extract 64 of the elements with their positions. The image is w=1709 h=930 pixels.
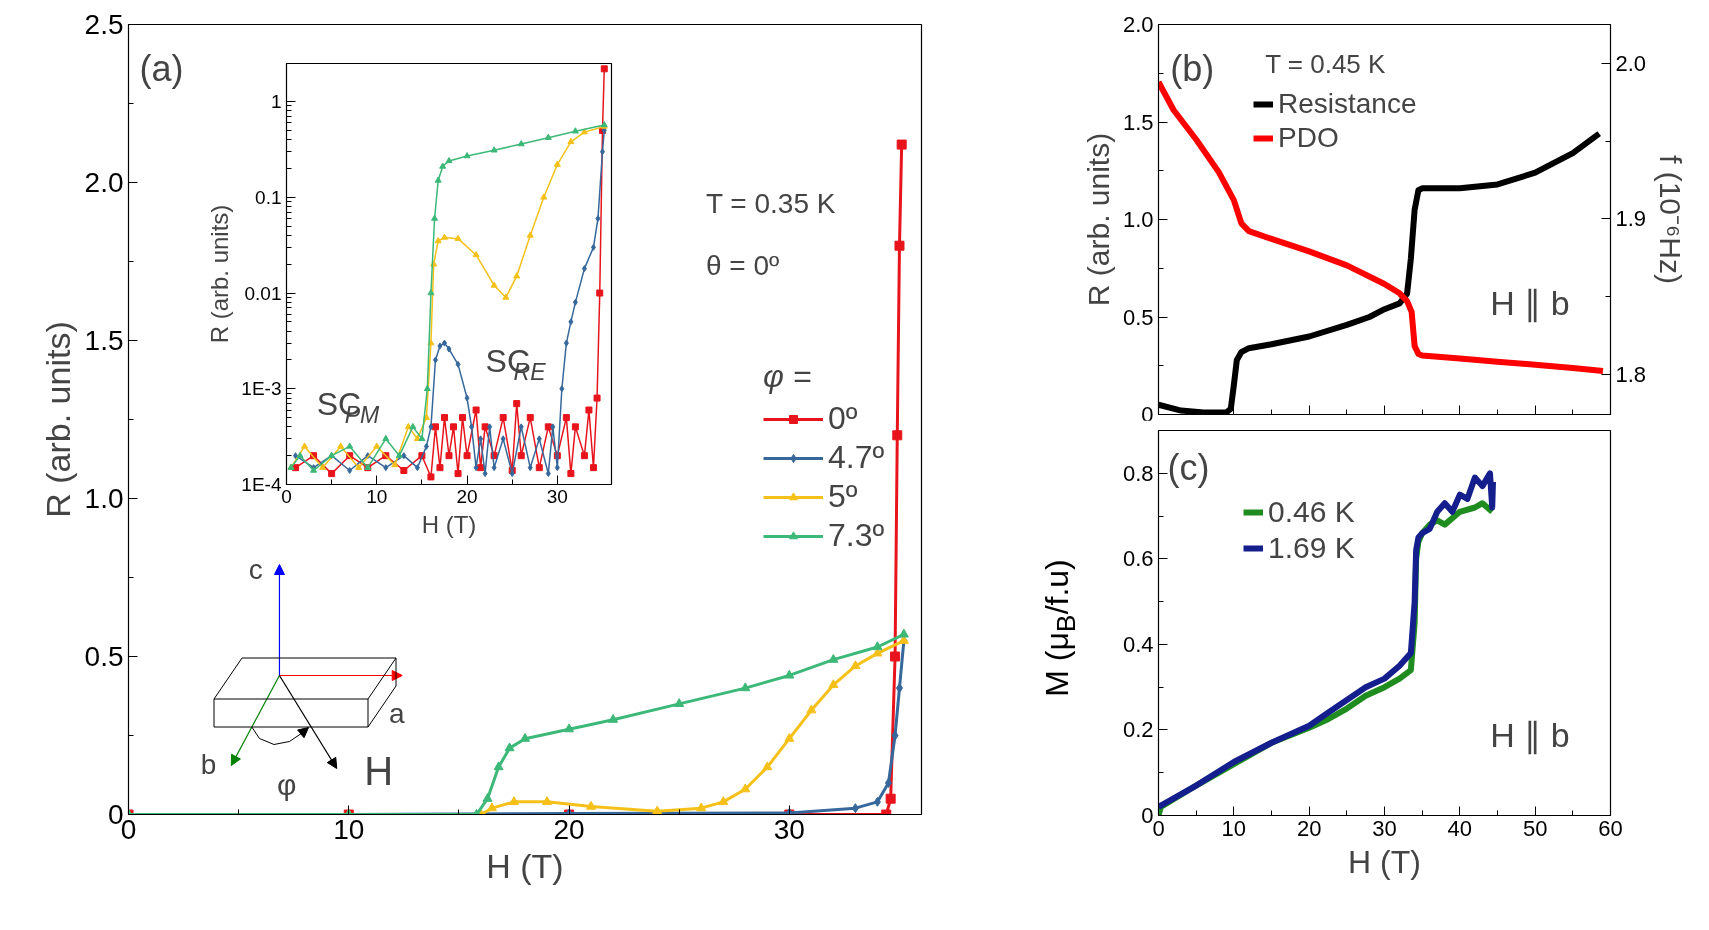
legend-label: 5º <box>828 478 858 515</box>
y2-axis-title: f (10⁻⁶Hz) <box>1654 154 1688 285</box>
y2-tick-label: 1.8 <box>1615 361 1647 387</box>
annotation: H <box>364 748 394 793</box>
y-axis-title: R (arb. units) <box>1081 132 1115 307</box>
x-tick-label: 40 <box>1447 815 1473 841</box>
legend-label: 1.69 K <box>1268 531 1355 565</box>
y-tick-label: 0.4 <box>1122 631 1154 657</box>
x-tick-label: 60 <box>1598 815 1623 841</box>
legend-label: 0.46 K <box>1268 495 1355 529</box>
x-tick-label: 50 <box>1522 815 1548 841</box>
x-axis-title: H (T) <box>486 846 564 885</box>
x-tick-label: 30 <box>1372 815 1397 841</box>
y-tick-label: 2.0 <box>1122 12 1154 37</box>
y2-tick-label: 1.9 <box>1615 206 1647 232</box>
annotation: H ∥ b <box>1490 715 1570 755</box>
x-axis-title: H (T) <box>421 510 477 538</box>
annotation: c <box>248 554 263 585</box>
y-tick-label: 0.8 <box>1122 460 1154 486</box>
y-tick-label: 1.0 <box>84 483 124 514</box>
x-tick-label: 10 <box>1221 815 1247 841</box>
y-tick-label: 2.5 <box>84 9 124 40</box>
legend-label: PDO <box>1278 122 1339 154</box>
annotation: (c) <box>1167 447 1210 488</box>
x-tick-label: 10 <box>333 813 365 845</box>
legend-label: 0º <box>828 400 858 437</box>
x-tick-label: 20 <box>553 813 585 845</box>
x-tick-label: 30 <box>773 813 805 845</box>
y2-tick-label: 2.0 <box>1615 50 1647 76</box>
annotation: b <box>200 749 217 780</box>
x-tick-label: 20 <box>1296 815 1322 841</box>
y-tick-label: 1.5 <box>84 325 124 356</box>
y-axis-title: R (arb. units) <box>38 321 77 518</box>
y-tick-label: 1.5 <box>1122 109 1154 135</box>
y-tick-label: 0.2 <box>1122 717 1154 743</box>
annotation: a <box>388 698 405 729</box>
x-tick-label: 10 <box>366 485 388 507</box>
y-tick-label: 1E-4 <box>241 474 282 495</box>
annotation: SCPM <box>316 385 381 428</box>
y-tick-label: 0.1 <box>255 186 282 208</box>
annotation: T = 0.45 K <box>1265 48 1387 79</box>
y-tick-label: 2.0 <box>84 167 124 198</box>
annotation: T = 0.35 K <box>705 188 836 219</box>
x-axis-title: H (T) <box>1348 843 1421 880</box>
annotation: SCRE <box>485 342 547 385</box>
legend-label: 7.3º <box>828 517 885 554</box>
x-tick-label: 30 <box>546 485 568 507</box>
legend-title: φ = <box>763 358 813 395</box>
y-tick-label: 1.0 <box>1122 207 1154 232</box>
annotation: H ∥ b <box>1490 283 1570 323</box>
annotation: (a) <box>139 48 184 89</box>
legend-label: 4.7º <box>828 439 885 476</box>
annotation: φ <box>277 768 297 801</box>
y-axis-title: R (arb. units) <box>206 204 234 344</box>
y-tick-label: 0.6 <box>1122 546 1154 572</box>
x-tick-label: 20 <box>456 485 478 507</box>
legend-label: Resistance <box>1278 88 1417 120</box>
y-tick-label: 0.01 <box>244 282 282 304</box>
y-tick-label: 1 <box>270 91 282 113</box>
y-tick-label: 1E-3 <box>241 378 282 400</box>
annotation: θ = 0º <box>705 250 780 281</box>
annotation: (b) <box>1170 48 1215 89</box>
y-tick-label: 0.5 <box>84 641 124 672</box>
y-tick-label: 0.5 <box>1122 304 1154 330</box>
